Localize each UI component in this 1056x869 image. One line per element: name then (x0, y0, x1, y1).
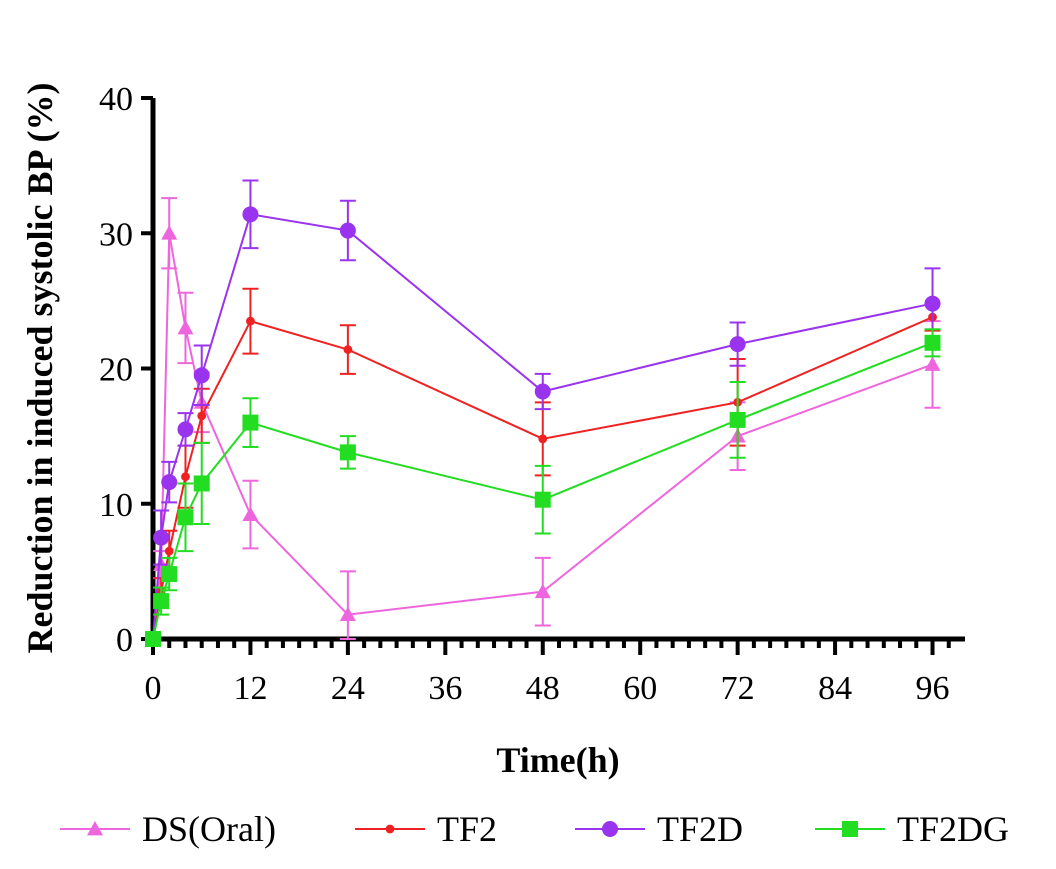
legend-marker (602, 821, 618, 837)
series-layer (145, 179, 941, 647)
x-tick-label: 0 (145, 670, 162, 707)
legend-label: TF2DG (897, 809, 1009, 849)
legend-label: TF2D (657, 809, 743, 849)
x-axis-title: Time(h) (496, 740, 619, 780)
legend-marker (87, 821, 103, 836)
legend-item: TF2D (575, 809, 743, 849)
data-point (924, 295, 941, 312)
data-point (343, 345, 353, 354)
data-point (534, 491, 551, 508)
y-tick-label: 30 (99, 216, 133, 253)
data-point (177, 421, 194, 438)
data-point (339, 606, 356, 622)
legend-label: DS(Oral) (142, 809, 276, 849)
y-tick-label: 0 (116, 622, 133, 659)
data-point (924, 356, 941, 371)
data-point (242, 506, 259, 521)
y-tick-label: 20 (99, 352, 133, 389)
series-line (152, 341, 933, 640)
data-point (197, 411, 207, 421)
y-tick-label: 40 (99, 81, 133, 118)
data-point (534, 383, 551, 400)
data-point (161, 566, 178, 583)
x-tick-label: 60 (623, 670, 657, 707)
data-point (164, 546, 174, 556)
x-tick-label: 96 (916, 670, 950, 707)
data-point (538, 434, 548, 444)
series-ds-oral- (145, 197, 941, 646)
legend-label: TF2 (437, 809, 497, 849)
legend-item: TF2 (355, 809, 497, 849)
data-point (924, 334, 941, 351)
series-line (152, 233, 933, 640)
x-tick-label: 12 (233, 670, 267, 707)
data-point (534, 583, 551, 599)
legend-marker (842, 821, 858, 837)
data-point (242, 414, 259, 431)
data-point (181, 472, 190, 482)
data-point (729, 336, 746, 353)
legend-marker (385, 824, 395, 834)
axes: 0 10 20 30 40 0 12 24 36 48 60 72 84 96 (99, 81, 965, 707)
y-axis-title: Reduction in induced systolic BP (%) (20, 82, 60, 653)
data-point (246, 316, 255, 326)
x-tick-label: 36 (428, 670, 462, 707)
data-point (193, 367, 210, 384)
y-tick-label: 10 (99, 487, 133, 524)
data-point (729, 411, 746, 428)
x-tick-label: 84 (818, 670, 852, 707)
data-point (193, 475, 210, 492)
data-point (161, 474, 178, 491)
legend-item: DS(Oral) (60, 809, 276, 849)
data-point (339, 222, 356, 239)
data-point (177, 319, 194, 335)
data-point (161, 225, 178, 240)
data-point (177, 509, 194, 526)
series-tf2dg (145, 328, 941, 647)
data-point (145, 631, 161, 647)
legend: DS(Oral) TF2 TF2D TF2DG (60, 809, 1009, 849)
data-point (153, 529, 170, 546)
x-tick-label: 48 (526, 670, 560, 707)
x-tick-label: 72 (721, 670, 755, 707)
x-tick-label: 24 (331, 670, 365, 707)
data-point (153, 593, 170, 610)
data-point (339, 444, 356, 461)
series-tf2d (145, 179, 941, 647)
data-point (242, 206, 259, 223)
legend-item: TF2DG (815, 809, 1009, 849)
series-line (152, 213, 933, 640)
